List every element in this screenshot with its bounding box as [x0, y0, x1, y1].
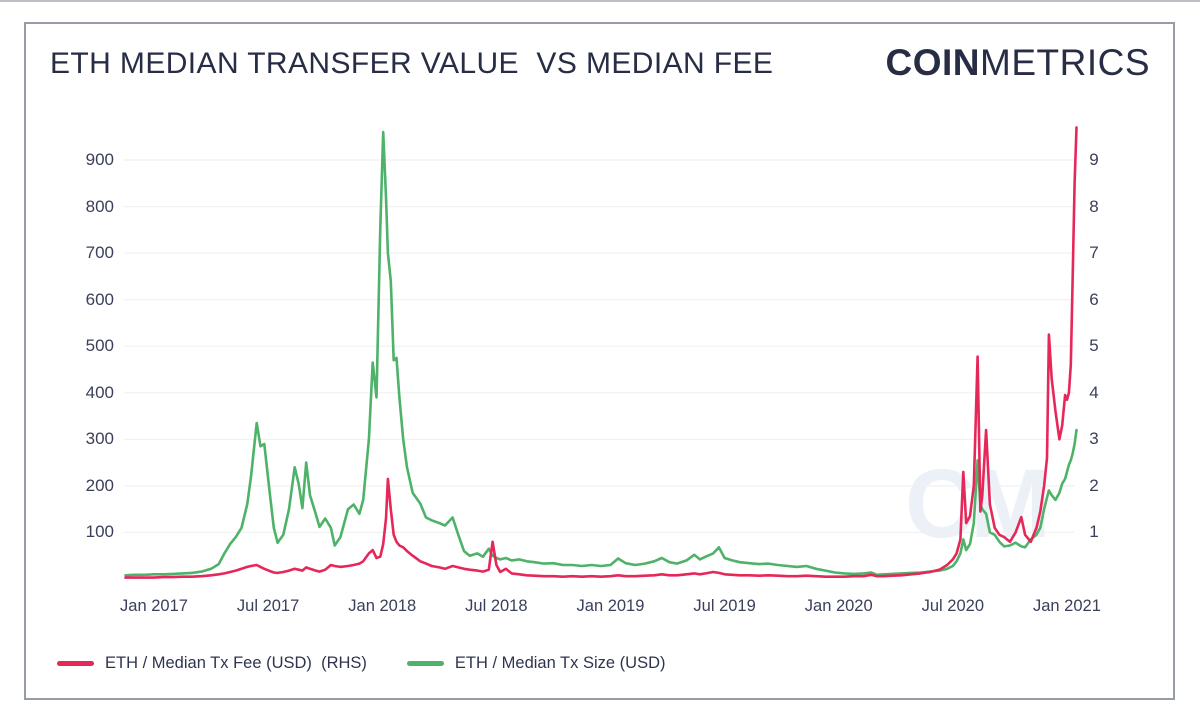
x-axis-tick: Jul 2020 [921, 597, 985, 615]
x-axis-tick: Jul 2018 [465, 597, 528, 615]
y-axis-right-tick: 2 [1089, 475, 1099, 495]
x-axis-tick: Jul 2017 [236, 597, 300, 615]
y-axis-left-tick: 800 [85, 196, 114, 216]
y-axis-right-tick: 9 [1089, 150, 1099, 169]
y-axis-right-tick: 6 [1089, 289, 1099, 309]
x-axis-tick: Jan 2018 [348, 597, 417, 615]
x-axis-tick: Jan 2019 [576, 597, 645, 615]
legend-item-size: ETH / Median Tx Size (USD) [406, 654, 666, 673]
legend-label-fee: ETH / Median Tx Fee (USD) (RHS) [105, 654, 367, 672]
y-axis-right-tick: 5 [1089, 336, 1099, 356]
y-axis-right-tick: 4 [1089, 382, 1099, 402]
logo-coin: COIN [885, 42, 980, 83]
size-line-swatch [406, 661, 444, 666]
legend-item-fee: ETH / Median Tx Fee (USD) (RHS) [57, 654, 367, 673]
fee-line-swatch [57, 661, 94, 666]
x-axis-tick: Jan 2020 [804, 597, 873, 615]
top-divider [0, 0, 1200, 2]
chart-title: ETH MEDIAN TRANSFER VALUE VS MEDIAN FEE [50, 47, 774, 80]
x-axis-tick: Jan 2021 [1033, 597, 1101, 615]
y-axis-right-tick: 7 [1089, 243, 1099, 263]
y-axis-left-tick: 500 [85, 336, 114, 356]
y-axis-right-tick: 8 [1089, 196, 1099, 216]
logo-metrics: METRICS [980, 42, 1150, 83]
y-axis-left-tick: 200 [85, 475, 114, 495]
x-axis-tick: Jan 2017 [120, 597, 188, 615]
x-axis-tick: Jul 2019 [693, 597, 756, 615]
y-axis-left-tick: 700 [85, 243, 114, 263]
chart-card [24, 22, 1175, 700]
y-axis-right-tick: 1 [1089, 522, 1099, 542]
y-axis-left-tick: 900 [85, 150, 114, 169]
size-line [124, 130, 1078, 577]
y-axis-right-tick: 3 [1089, 429, 1099, 449]
fee-line [124, 126, 1078, 579]
y-axis-left-tick: 600 [85, 289, 114, 309]
y-axis-left-tick: 300 [85, 429, 114, 449]
coinmetrics-logo: COINMETRICS [886, 42, 1151, 84]
legend: ETH / Median Tx Fee (USD) (RHS) ETH / Me… [57, 654, 665, 673]
y-axis-left-tick: 400 [85, 382, 114, 402]
y-axis-left-tick: 100 [85, 522, 114, 542]
legend-label-size: ETH / Median Tx Size (USD) [454, 654, 666, 672]
